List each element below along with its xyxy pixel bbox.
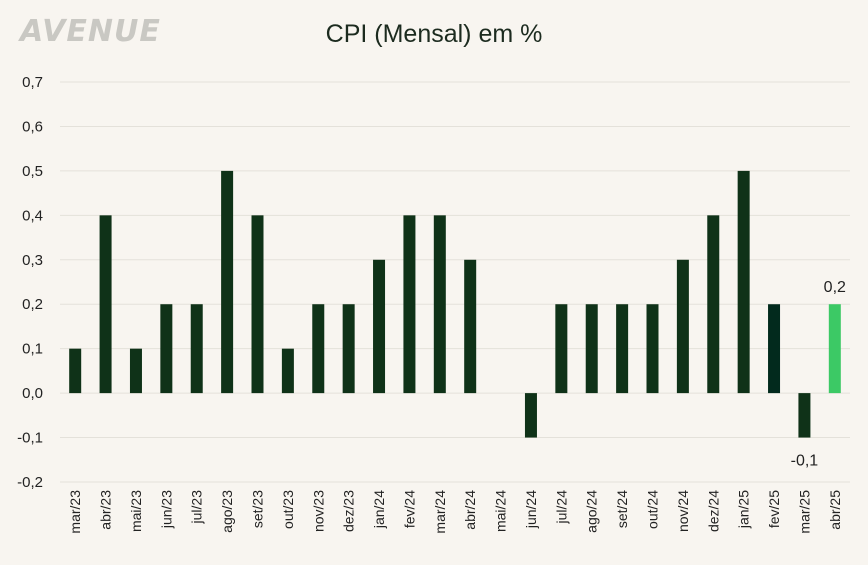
y-tick-label: -0,2: [17, 474, 43, 491]
bar-mar-25: [798, 393, 811, 438]
x-tick-label: mar/23: [67, 490, 83, 534]
bar-jul-23: [190, 304, 203, 394]
avenue-logo: AVENUE: [20, 14, 161, 49]
x-tick-label: mai/23: [128, 490, 144, 532]
bar-abr-24: [464, 259, 477, 394]
y-tick-label: 0,4: [22, 207, 43, 224]
bar-set-23: [251, 215, 264, 394]
x-tick-label: jan/25: [736, 490, 752, 529]
bar-nov-23: [312, 304, 325, 394]
bar-abr-23: [99, 215, 112, 394]
x-tick-label: jun/24: [523, 490, 539, 529]
bar-ago-24: [585, 304, 598, 394]
y-tick-label: 0,2: [22, 296, 43, 313]
x-tick-label: nov/23: [310, 490, 326, 532]
x-tick-label: out/23: [280, 490, 296, 529]
x-tick-label: jul/23: [189, 490, 205, 525]
x-tick-label: jan/24: [371, 490, 387, 529]
x-tick-label: mar/25: [796, 490, 812, 534]
data-label: -0,1: [791, 453, 819, 470]
bar-jul-24: [555, 304, 568, 394]
y-tick-label: 0,5: [22, 163, 43, 180]
bar-out-23: [281, 348, 294, 394]
bar-set-24: [616, 304, 629, 394]
y-tick-label: 0,1: [22, 341, 43, 358]
bar-mar-24: [433, 215, 446, 394]
x-tick-label: nov/24: [675, 490, 691, 532]
bar-dez-23: [342, 304, 355, 394]
x-tick-label: set/24: [614, 490, 630, 528]
x-tick-label: jun/23: [158, 490, 174, 529]
bar-nov-24: [676, 259, 689, 394]
y-tick-label: 0,7: [22, 74, 43, 91]
bar-mai-23: [129, 348, 142, 394]
x-tick-label: abr/23: [98, 490, 114, 530]
bar-mar-23: [69, 348, 82, 394]
y-tick-label: 0,3: [22, 252, 43, 269]
x-tick-label: jul/24: [553, 490, 569, 525]
chart-title: CPI (Mensal) em %: [325, 20, 543, 48]
x-tick-label: abr/24: [462, 490, 478, 530]
data-label: 0,2: [824, 279, 846, 296]
x-tick-label: ago/23: [219, 490, 235, 533]
x-tick-label: ago/24: [584, 490, 600, 533]
x-tick-label: fev/25: [766, 490, 782, 528]
bar-fev-25: [768, 304, 781, 394]
x-tick-label: out/24: [645, 490, 661, 529]
bar-jan-24: [373, 259, 386, 394]
bar-jun-24: [524, 393, 537, 438]
x-tick-label: mai/24: [493, 490, 509, 532]
bar-dez-24: [707, 215, 720, 394]
bar-jun-23: [160, 304, 173, 394]
x-tick-label: abr/25: [827, 490, 843, 530]
bar-abr-25: [828, 304, 841, 394]
x-tick-label: fev/24: [401, 490, 417, 528]
bar-out-24: [646, 304, 659, 394]
bar-fev-24: [403, 215, 416, 394]
x-tick-label: dez/24: [705, 490, 721, 532]
x-tick-label: mar/24: [432, 490, 448, 534]
x-tick-label: dez/23: [341, 490, 357, 532]
y-tick-label: 0,0: [22, 385, 43, 402]
y-tick-label: -0,1: [17, 430, 43, 447]
bar-jan-25: [737, 170, 750, 394]
x-tick-label: set/23: [250, 490, 266, 528]
bar-ago-23: [221, 170, 234, 394]
y-tick-label: 0,6: [22, 118, 43, 135]
